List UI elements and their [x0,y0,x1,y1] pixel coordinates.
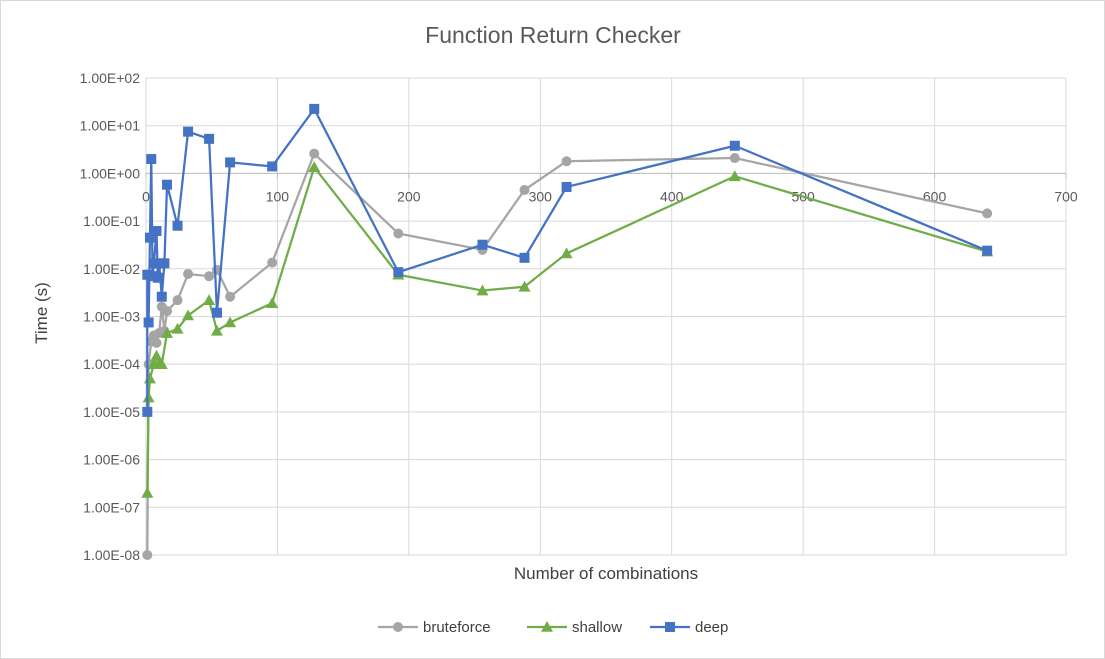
data-point-shallow [141,486,154,498]
data-point-deep [159,258,170,269]
data-point-deep [309,103,320,114]
data-point-deep [151,226,162,237]
x-tick-label: 100 [266,188,290,204]
data-point-shallow [224,316,237,328]
data-point-deep [144,232,155,243]
data-point-deep [225,157,236,168]
data-point-bruteforce [309,148,320,159]
data-point-shallow [518,280,531,292]
y-tick-label: 1.00E-05 [83,404,140,420]
y-axis-title: Time (s) [32,282,51,344]
data-point-bruteforce [393,228,404,239]
y-tick-label: 1.00E-01 [83,213,140,229]
x-tick-label: 0 [142,188,150,204]
legend-label: deep [695,619,728,636]
data-point-deep [393,267,404,278]
data-point-deep [267,161,278,172]
y-axis-tick-labels: 1.00E-08 1.00E-07 1.00E-06 1.00E-05 1.00E-04… [80,70,141,563]
data-point-bruteforce [519,184,530,195]
data-point-deep [477,239,488,250]
data-point-deep [154,258,165,269]
data-point-deep [146,154,157,165]
data-point-shallow [476,284,489,296]
data-point-shallow [161,327,174,338]
data-point-shallow [171,322,184,334]
legend-marker [393,622,403,632]
data-point-bruteforce [225,291,236,302]
data-point-deep [148,258,159,269]
data-point-shallow [203,294,216,305]
data-point-deep [519,252,530,263]
legend-label: bruteforce [423,619,491,636]
x-tick-label: 700 [1054,188,1078,204]
legend-marker [665,622,675,632]
data-point-bruteforce [172,295,183,306]
data-point-deep [156,291,167,302]
data-point-shallow [560,247,573,259]
x-axis: 0 100 200 300 400 500 600 700 [142,172,1078,204]
data-point-shallow [728,170,741,182]
series-deep [142,103,993,417]
data-point-bruteforce [142,550,153,560]
legend-item-shallow: shallow [527,619,622,636]
data-point-deep [147,271,158,282]
data-point-bruteforce [267,257,278,268]
data-point-deep [211,307,222,318]
data-point-deep [183,126,194,137]
plot-series [141,103,994,560]
series-line-shallow [146,166,988,493]
y-tick-label: 1.00E+01 [80,118,141,134]
data-point-deep [561,181,572,192]
data-point-bruteforce [561,156,572,167]
series-bruteforce [142,148,993,560]
x-axis-title: Number of combinations [514,564,698,583]
y-tick-label: 1.00E+00 [80,165,141,181]
legend-label: shallow [572,619,622,636]
y-tick-label: 1.00E+02 [80,70,141,86]
data-point-deep [142,406,153,417]
series-shallow [141,161,994,498]
y-tick-label: 1.00E-02 [83,261,140,277]
data-point-shallow [150,349,163,361]
data-point-deep [204,133,215,144]
data-point-deep [982,245,993,256]
data-point-bruteforce [183,268,194,279]
chart-title: Function Return Checker [425,22,681,48]
data-point-deep [729,140,740,151]
legend-item-deep: deep [650,619,728,636]
y-tick-label: 1.00E-03 [83,309,140,325]
legend-marker [541,621,553,632]
data-point-deep [152,272,163,283]
y-tick-label: 1.00E-04 [83,356,140,372]
y-tick-label: 1.00E-08 [83,547,140,563]
data-point-bruteforce [982,208,993,219]
series-line-deep [146,107,988,412]
legend-item-bruteforce: bruteforce [378,619,491,636]
data-point-shallow [308,161,321,172]
x-tick-label: 400 [660,188,684,204]
data-point-shallow [155,358,168,369]
x-tick-label: 200 [397,188,421,204]
x-tick-label: 300 [529,188,553,204]
data-point-deep [172,220,183,231]
data-point-deep [162,179,173,190]
legend: bruteforce shallow deep [378,619,728,636]
data-point-deep [142,269,153,280]
data-point-shallow [210,324,223,336]
data-point-shallow [182,309,195,321]
y-tick-label: 1.00E-07 [83,499,140,515]
data-point-bruteforce [162,306,173,317]
data-point-bruteforce [729,153,740,164]
data-point-deep [143,317,154,328]
data-point-shallow [142,391,155,403]
data-point-bruteforce [204,271,215,282]
y-tick-label: 1.00E-06 [83,452,140,468]
data-point-bruteforce [151,337,162,348]
data-point-shallow [266,297,279,309]
